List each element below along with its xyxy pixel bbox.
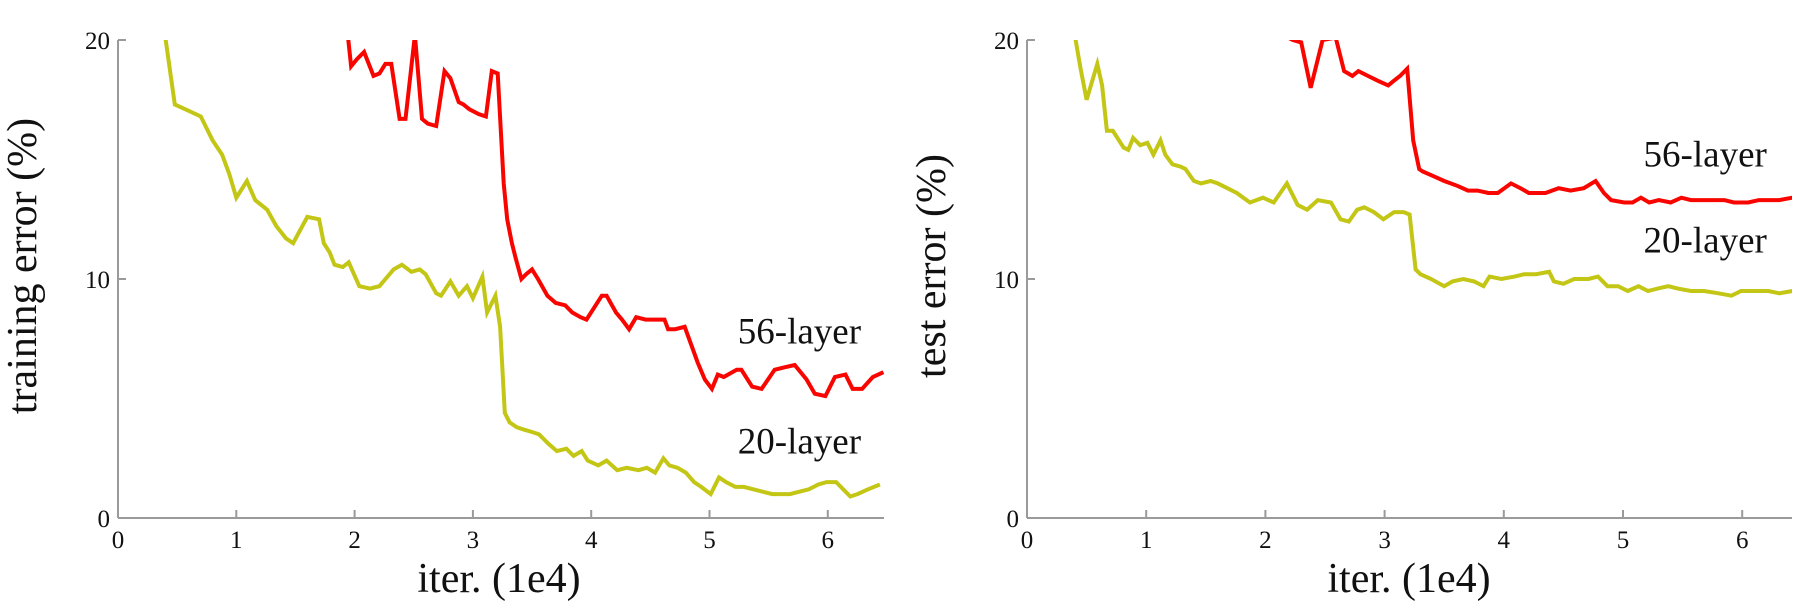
training-error-y-axis-title: training error (%) <box>0 118 46 414</box>
test-error-x-tick-label: 2 <box>1259 527 1272 554</box>
test-error-x-tick-label: 6 <box>1736 527 1749 554</box>
test-error-x-tick-label: 1 <box>1140 527 1153 554</box>
test-error-series-label-20-layer: 20-layer <box>1644 221 1767 262</box>
test-error-series-line-20-layer <box>1073 40 1792 298</box>
training-error-y-tick-label: 0 <box>98 506 111 533</box>
test-error-x-axis-title: iter. (1e4) <box>1327 556 1490 602</box>
test-error-plot: 0 1 2 3 4 5 6 0 10 20 iter. (1e4) test error (%) 56-… <box>909 28 1792 602</box>
training-error-x-axis-title: iter. (1e4) <box>417 556 580 602</box>
training-error-x-tick-label: 1 <box>230 527 243 554</box>
training-error-x-tick-label: 4 <box>585 527 598 554</box>
training-error-x-tick-label: 3 <box>467 527 480 554</box>
training-error-plot: 0 1 2 3 4 5 6 0 10 20 iter. (1e4) training error (%… <box>0 28 884 602</box>
training-error-x-tick-label: 6 <box>822 527 835 554</box>
training-error-x-tick-label: 2 <box>348 527 361 554</box>
test-error-y-axis-title: test error (%) <box>909 154 955 378</box>
test-error-y-tick-label: 0 <box>1007 506 1020 533</box>
test-error-x-tick-label: 0 <box>1021 527 1034 554</box>
test-error-y-tick-label: 10 <box>994 267 1019 294</box>
training-error-x-tick-label: 5 <box>703 527 716 554</box>
training-error-y-tick-label: 10 <box>85 267 110 294</box>
training-error-series-line-20-layer <box>163 40 881 499</box>
test-error-series-line-56-layer <box>1288 40 1792 205</box>
test-error-x-tick-label: 4 <box>1498 527 1511 554</box>
training-error-series-line-56-layer <box>346 40 884 399</box>
test-error-x-tick-label: 5 <box>1617 527 1630 554</box>
test-error-series-label-56-layer: 56-layer <box>1644 135 1767 176</box>
training-error-y-tick-label: 20 <box>85 28 110 55</box>
training-error-series-label-20-layer: 20-layer <box>738 422 861 463</box>
training-error-x-tick-label: 0 <box>112 527 125 554</box>
training-error-series-label-56-layer: 56-layer <box>738 312 861 353</box>
test-error-y-tick-label: 20 <box>994 28 1019 55</box>
test-error-x-tick-label: 3 <box>1378 527 1391 554</box>
